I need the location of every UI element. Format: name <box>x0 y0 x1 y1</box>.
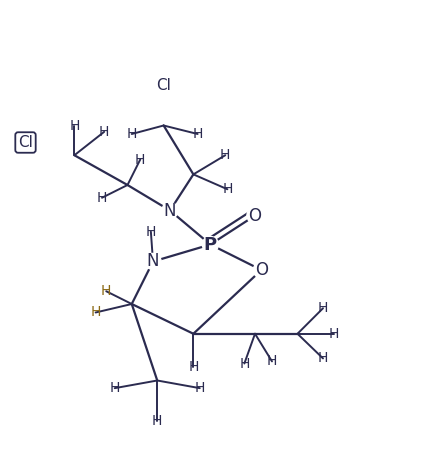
Ellipse shape <box>145 253 161 270</box>
Text: N: N <box>147 253 159 270</box>
Ellipse shape <box>152 77 175 93</box>
Text: H: H <box>222 182 232 196</box>
Text: O: O <box>255 261 268 279</box>
Ellipse shape <box>162 202 178 219</box>
Text: H: H <box>329 327 339 341</box>
Text: O: O <box>249 207 261 225</box>
Text: H: H <box>69 118 79 133</box>
Text: H: H <box>318 351 328 365</box>
Text: H: H <box>101 284 111 298</box>
Text: H: H <box>220 148 230 162</box>
Text: H: H <box>146 225 156 239</box>
Ellipse shape <box>253 262 269 278</box>
Text: H: H <box>318 301 328 315</box>
Text: Cl: Cl <box>156 77 171 93</box>
Text: H: H <box>91 305 101 320</box>
Text: H: H <box>193 127 203 141</box>
Text: N: N <box>164 202 176 219</box>
Text: H: H <box>188 360 198 374</box>
Text: H: H <box>195 381 205 395</box>
Text: Cl: Cl <box>18 135 33 150</box>
Text: H: H <box>99 125 109 139</box>
Text: H: H <box>110 381 120 395</box>
Text: H: H <box>135 152 145 167</box>
Ellipse shape <box>202 236 218 253</box>
Text: H: H <box>152 414 162 428</box>
Text: H: H <box>127 127 137 141</box>
Text: H: H <box>267 354 277 368</box>
Text: P: P <box>204 236 217 253</box>
Ellipse shape <box>247 208 263 224</box>
Text: H: H <box>239 356 249 371</box>
Text: H: H <box>97 191 107 205</box>
